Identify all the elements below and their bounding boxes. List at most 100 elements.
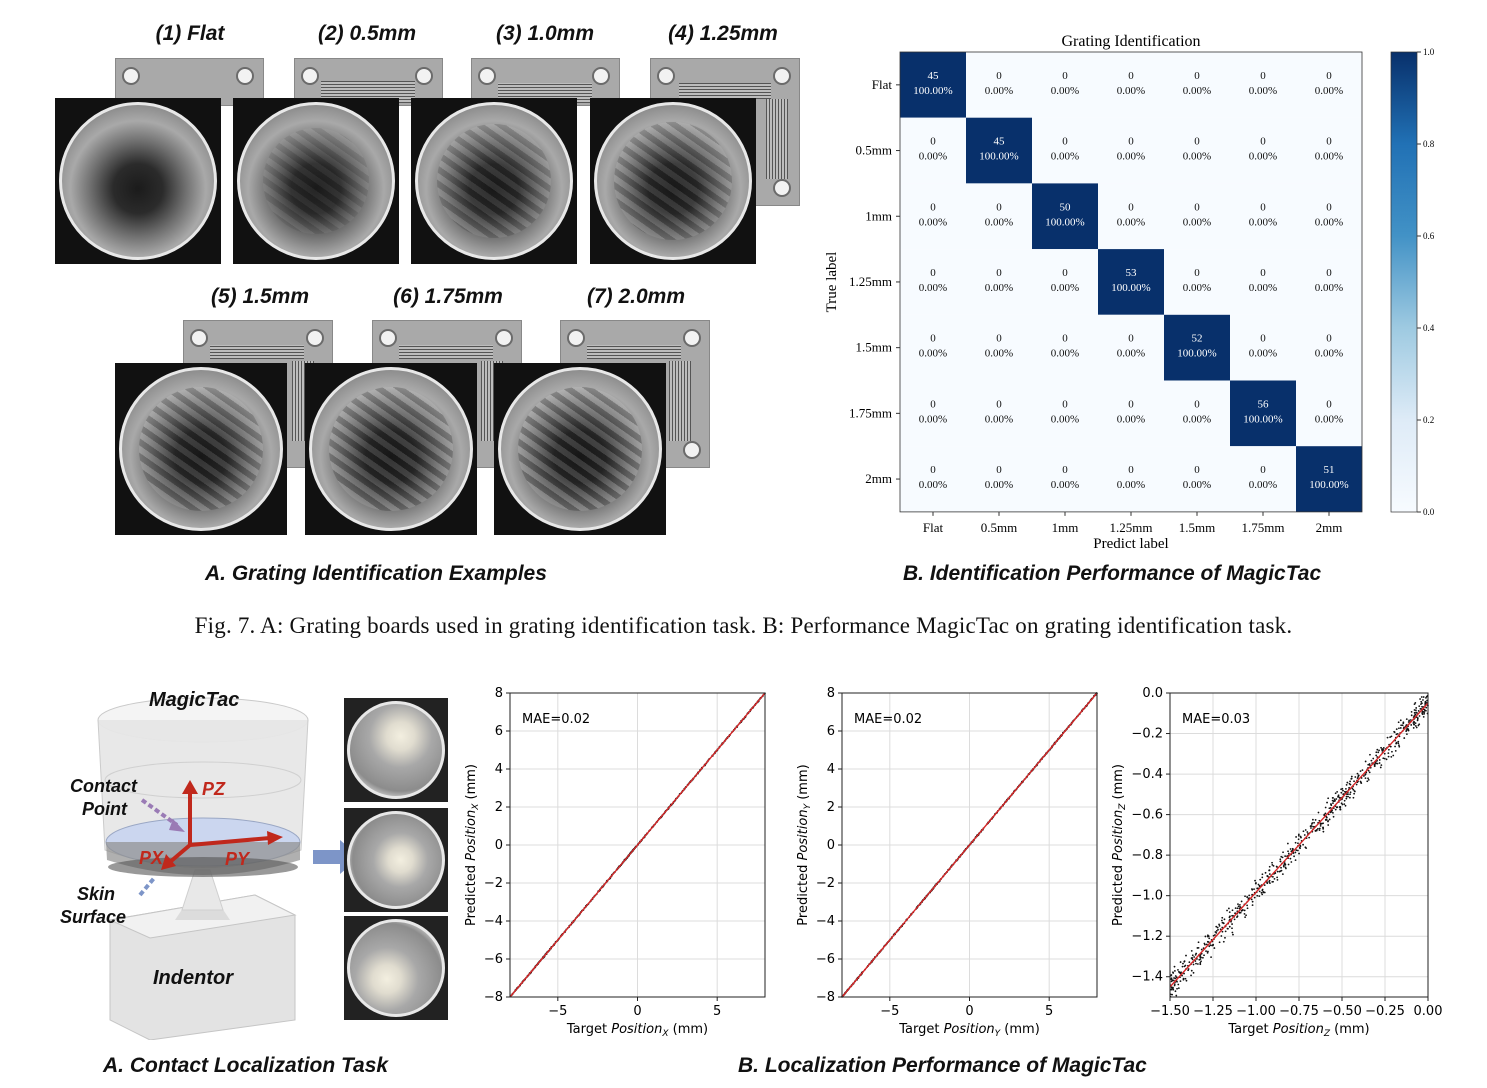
cm-percent: 0.00% — [1315, 348, 1343, 360]
grating-examples-panel: (1) Flat (2) 0.5mm (3) 1.0mm (4) 1.25mm … — [50, 18, 810, 558]
y-tick-label: −0.4 — [1131, 767, 1163, 782]
px-axis-arrow — [168, 843, 192, 864]
tactile-image — [590, 98, 756, 264]
x-tick-label: 5 — [1045, 1004, 1053, 1019]
data-point — [1194, 953, 1197, 956]
data-point — [1271, 863, 1274, 866]
data-point — [1286, 842, 1289, 845]
cm-cell — [1032, 183, 1098, 250]
data-point — [1389, 736, 1392, 739]
cm-count: 56 — [1258, 398, 1270, 410]
cm-percent: 0.00% — [1117, 216, 1145, 228]
data-point — [1425, 706, 1428, 709]
data-point — [1338, 796, 1341, 799]
x-axis-label: Target PositionX (mm) — [566, 1022, 708, 1039]
cm-cell — [1296, 380, 1362, 447]
cm-cell — [900, 52, 966, 118]
data-point — [1173, 965, 1176, 968]
data-point — [1418, 705, 1421, 708]
data-point — [1200, 948, 1203, 951]
colorbar-tick-label: 0.8 — [1423, 139, 1435, 149]
data-point — [1327, 819, 1330, 822]
data-point — [1302, 843, 1304, 846]
data-point — [1339, 805, 1342, 808]
data-point — [1378, 759, 1381, 761]
data-point — [1381, 749, 1384, 752]
sample-label-flat: (1) Flat — [155, 22, 225, 45]
x-tick-label: −5 — [548, 1004, 567, 1019]
data-point — [1308, 836, 1311, 839]
x-tick-label: −0.75 — [1279, 1004, 1319, 1019]
data-point — [1266, 875, 1269, 877]
data-point — [1306, 831, 1309, 833]
y-axis-label: Predicted PositionZ (mm) — [1111, 764, 1128, 926]
data-point — [1399, 719, 1402, 722]
cm-x-tick-label: 0.5mm — [981, 520, 1017, 535]
data-point — [1179, 971, 1182, 974]
cm-count: 0 — [930, 136, 936, 148]
cm-cell — [1296, 446, 1362, 512]
data-point — [1426, 699, 1428, 702]
data-point — [1256, 887, 1259, 890]
cm-count: 0 — [1194, 464, 1200, 476]
cm-count: 0 — [1260, 136, 1266, 148]
data-point — [1173, 984, 1176, 987]
data-point — [1214, 931, 1217, 933]
data-point — [1348, 796, 1351, 799]
data-point — [1207, 941, 1210, 943]
y-tick-label: −4 — [484, 914, 503, 929]
data-point — [1183, 965, 1186, 968]
data-point — [1392, 754, 1395, 757]
data-point — [1418, 723, 1421, 726]
data-point — [1339, 808, 1342, 811]
data-point — [1240, 900, 1243, 903]
data-point — [1415, 707, 1418, 709]
data-point — [1420, 696, 1423, 698]
data-point — [1408, 719, 1410, 722]
data-point — [1332, 815, 1335, 818]
chart-title: Grating Identification — [1061, 33, 1200, 50]
data-point — [1376, 756, 1379, 758]
data-point — [1402, 721, 1405, 724]
cm-percent: 0.00% — [985, 479, 1013, 491]
data-point — [1378, 762, 1381, 764]
x-tick-label: 0 — [965, 1004, 973, 1019]
cm-count: 0 — [996, 267, 1002, 279]
data-point — [1196, 963, 1199, 965]
data-point — [1405, 718, 1408, 721]
data-point — [1425, 709, 1427, 712]
data-point — [1246, 904, 1249, 907]
data-point — [1337, 794, 1340, 797]
colorbar-tick-label: 0.4 — [1423, 323, 1435, 333]
data-point — [1228, 925, 1231, 928]
data-point — [1280, 869, 1283, 872]
data-point — [1221, 930, 1224, 933]
y-tick-label: −4 — [816, 914, 835, 929]
data-point — [1311, 822, 1314, 824]
data-point — [1385, 758, 1388, 761]
x-tick-label: 5 — [713, 1004, 721, 1019]
cm-cell — [1032, 117, 1098, 184]
data-point — [1343, 799, 1346, 802]
tactile-image — [411, 98, 577, 264]
device-label: MagicTac — [149, 689, 240, 711]
data-point — [1185, 954, 1187, 957]
cm-count: 0 — [1326, 267, 1332, 279]
data-point — [1327, 797, 1330, 800]
data-point — [1317, 827, 1319, 830]
data-point — [1422, 699, 1424, 701]
cm-percent: 0.00% — [1183, 216, 1211, 228]
cm-percent: 0.00% — [1117, 151, 1145, 163]
data-point — [1214, 934, 1216, 936]
px-axis-label: PX — [139, 848, 164, 868]
data-point — [1350, 777, 1353, 780]
indentor-label: Indentor — [153, 967, 233, 989]
cm-count: 0 — [996, 201, 1002, 213]
y-tick-label: 2 — [827, 800, 835, 815]
y-tick-label: −6 — [816, 952, 835, 967]
x-tick-label: −0.50 — [1322, 1004, 1362, 1019]
cm-y-tick-label: Flat — [872, 77, 893, 92]
data-point — [1293, 855, 1295, 858]
x-axis-label: Target PositionY (mm) — [898, 1022, 1040, 1039]
data-point — [1220, 935, 1223, 937]
